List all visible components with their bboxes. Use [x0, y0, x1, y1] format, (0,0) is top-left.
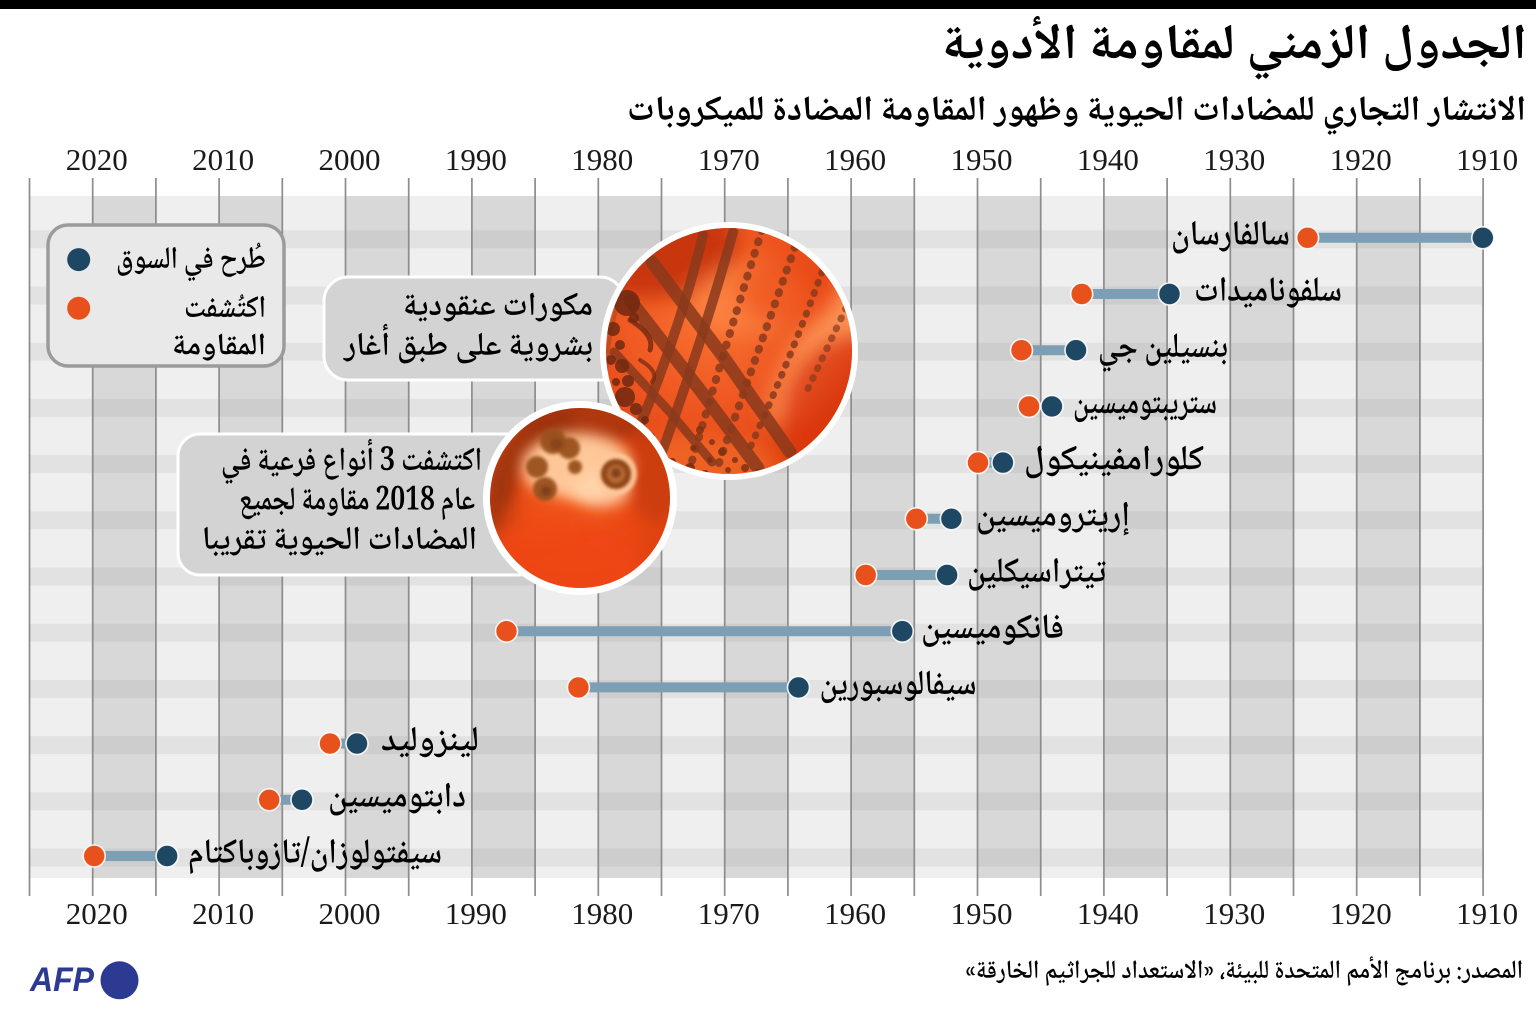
svg-text:2020: 2020: [66, 896, 128, 931]
svg-text:1930: 1930: [1203, 142, 1265, 177]
svg-text:2000: 2000: [319, 142, 381, 177]
svg-text:1990: 1990: [445, 896, 507, 931]
svg-text:1940: 1940: [1077, 896, 1139, 931]
svg-text:1940: 1940: [1077, 142, 1139, 177]
svg-text:2000: 2000: [319, 896, 381, 931]
svg-text:1990: 1990: [445, 142, 507, 177]
svg-text:1930: 1930: [1203, 896, 1265, 931]
svg-text:AFP: AFP: [29, 961, 94, 999]
svg-text:1950: 1950: [951, 142, 1013, 177]
svg-text:1920: 1920: [1330, 896, 1392, 931]
svg-text:1970: 1970: [698, 896, 760, 931]
svg-text:1910: 1910: [1456, 142, 1518, 177]
svg-text:1980: 1980: [571, 896, 633, 931]
svg-text:2010: 2010: [192, 142, 254, 177]
svg-text:1970: 1970: [698, 142, 760, 177]
svg-text:1960: 1960: [824, 896, 886, 931]
svg-text:2010: 2010: [192, 896, 254, 931]
svg-text:1950: 1950: [951, 896, 1013, 931]
svg-text:1960: 1960: [824, 142, 886, 177]
svg-text:2020: 2020: [66, 142, 128, 177]
svg-text:1910: 1910: [1456, 896, 1518, 931]
svg-text:1920: 1920: [1330, 142, 1392, 177]
svg-text:1980: 1980: [571, 142, 633, 177]
